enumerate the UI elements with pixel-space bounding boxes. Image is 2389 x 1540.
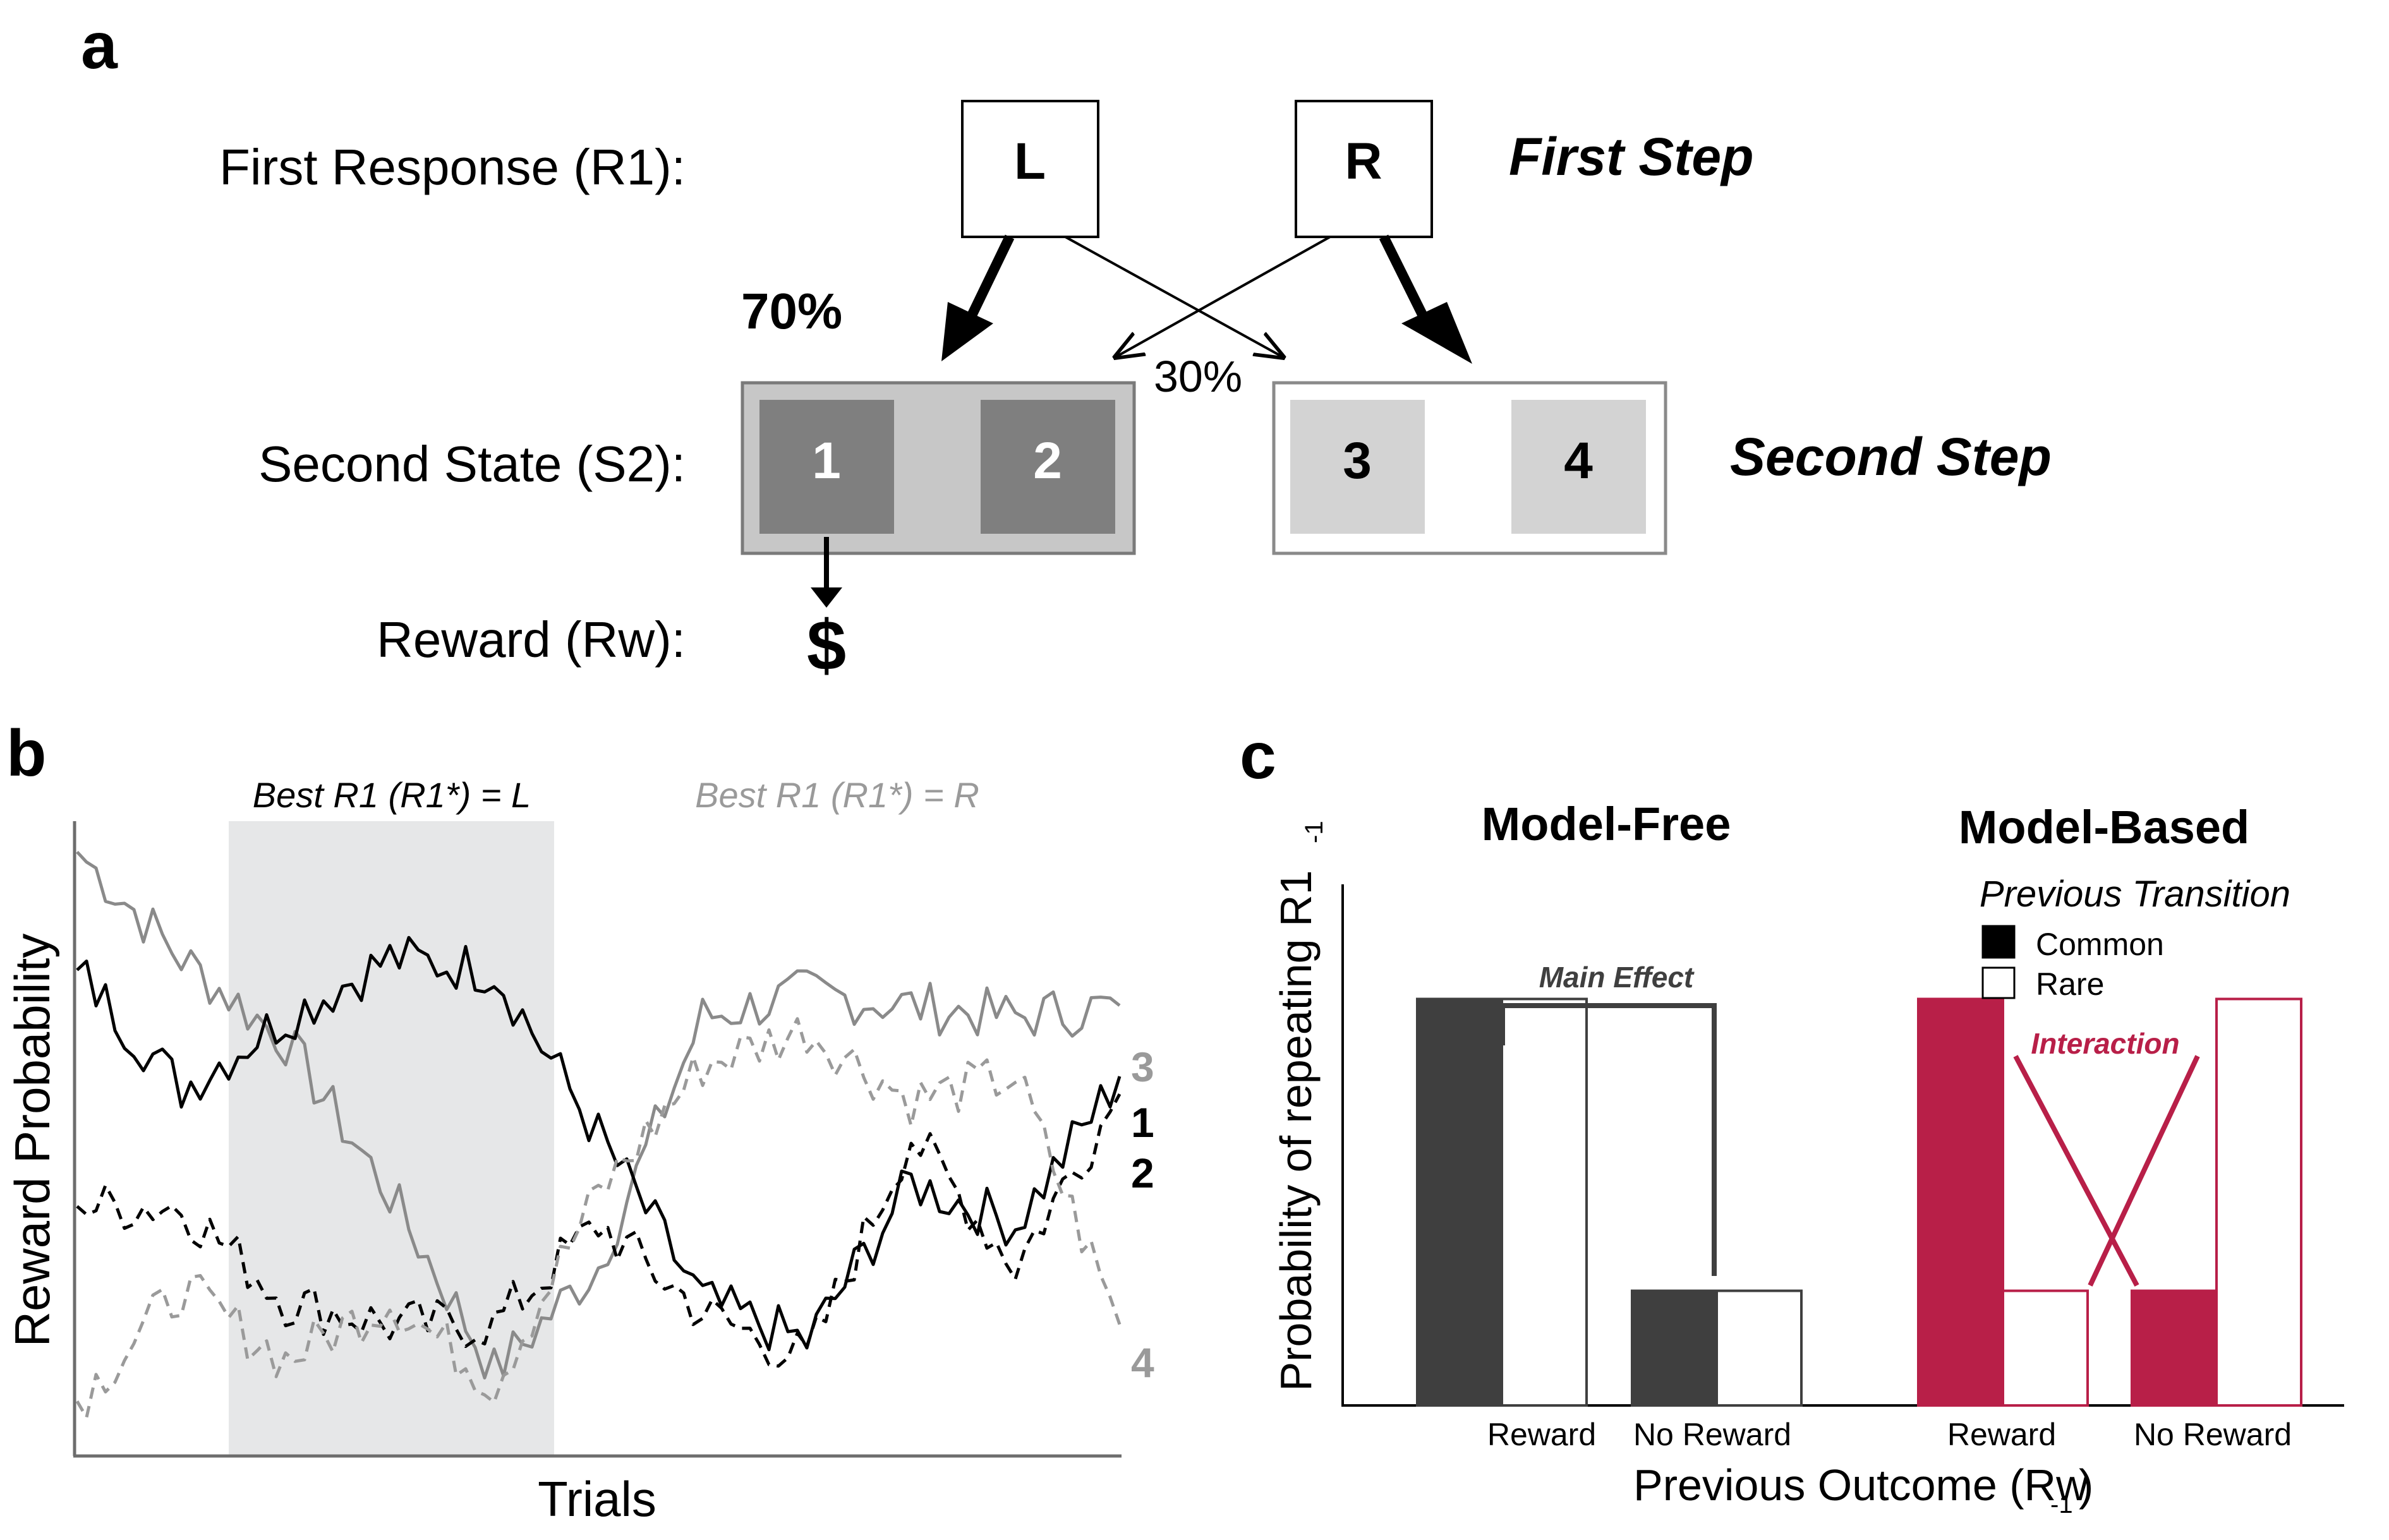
panel-c-y-axis-label: Probability of repeating R1 -1	[1271, 821, 1328, 1391]
first-response-label-left: L	[1014, 133, 1046, 190]
reward-probability-line-1	[76, 935, 1122, 1352]
model-based-title: Model-Based	[1959, 801, 2250, 853]
line-label-3: 3	[1131, 1044, 1154, 1090]
legend-swatch-common	[1981, 925, 2016, 959]
second-state-box-3	[1290, 400, 1425, 534]
panel-c-x-axis-label-main: Previous Outcome (Rw	[1633, 1460, 2088, 1510]
line-label-1: 1	[1131, 1099, 1154, 1146]
bar-mb-reward-rare	[2002, 1289, 2089, 1407]
second-state-box-1	[759, 400, 894, 534]
tick-mb-reward: Reward	[1947, 1417, 2056, 1452]
line-label-4: 4	[1131, 1339, 1154, 1386]
bar-mb-no-reward-common	[2131, 1289, 2218, 1407]
panel-b: b Best R1 (R1*) = L Best R1 (R1*) = R Re…	[4, 717, 1154, 1527]
common-arrow-right-head	[1401, 302, 1472, 364]
bar-mf-no-reward-common	[1631, 1289, 1718, 1407]
panel-b-x-axis-label: Trials	[538, 1471, 656, 1527]
tick-mb-no-reward: No Reward	[2134, 1417, 2292, 1452]
first-response-label-right: R	[1345, 133, 1382, 190]
tick-mf-no-reward: No Reward	[1633, 1417, 1791, 1452]
rare-arrow-left-to-right	[1065, 236, 1283, 357]
common-arrow-left-head	[941, 302, 993, 361]
first-response-box-right	[1295, 100, 1433, 238]
second-state-box-2	[981, 400, 1115, 534]
reward-arrow-head	[811, 587, 842, 608]
bar-mb-reward-common	[1917, 997, 2004, 1407]
panel-c-x-axis-label-close: )	[2079, 1460, 2093, 1510]
bar-mb-no-reward-rare	[2215, 997, 2302, 1407]
best-left-shaded-region	[229, 821, 554, 1456]
interaction-line-down	[2013, 1055, 2139, 1287]
second-state-box-4	[1511, 400, 1646, 534]
bar-mf-no-reward-rare	[1715, 1289, 1803, 1407]
main-effect-label: Main Effect	[1539, 961, 1695, 994]
common-arrow-left-shaft	[960, 234, 1015, 331]
legend-title: Previous Transition	[1980, 874, 2290, 915]
model-free-title: Model-Free	[1482, 798, 1731, 850]
second-state-label-3: 3	[1343, 432, 1372, 490]
panel-a: a First Response (R1): Second State (S2)…	[81, 9, 2052, 685]
row-label-reward: Reward (Rw):	[377, 611, 686, 668]
line-label-2: 2	[1131, 1150, 1154, 1196]
panel-c-x-axis-label-sub: -1	[2050, 1491, 2073, 1519]
legend-swatch-rare	[1981, 966, 2016, 999]
reward-probability-line-4	[75, 1017, 1122, 1419]
panel-c-x-axis-label: Previous Outcome (Rw -1 )	[1633, 1460, 2093, 1519]
bar-mf-reward-rare	[1501, 997, 1588, 1407]
panel-c-label: c	[1240, 719, 1276, 793]
first-step-title: First Step	[1509, 127, 1753, 186]
interaction-line-up	[2088, 1055, 2200, 1287]
rare-arrow-right-to-left	[1116, 236, 1331, 357]
panel-c-y-axis-label-sub: -1	[1300, 821, 1328, 843]
second-step-title: Second Step	[1730, 427, 2052, 486]
reward-dollar-icon: $	[807, 606, 846, 685]
best-right-label: Best R1 (R1*) = R	[695, 775, 979, 815]
legend-label-rare: Rare	[2036, 966, 2104, 1002]
panel-b-lines	[75, 850, 1122, 1419]
second-state-label-1: 1	[812, 432, 841, 490]
reward-probability-line-3	[76, 850, 1121, 1380]
best-left-label: Best R1 (R1*) = L	[253, 775, 531, 815]
second-state-label-2: 2	[1033, 432, 1062, 490]
interaction-label: Interaction	[2031, 1027, 2179, 1060]
common-transition-percent: 70%	[741, 283, 842, 339]
legend-label-common: Common	[2036, 927, 2164, 962]
panel-c: c Model-Free Model-Based Probability of …	[1240, 719, 2344, 1519]
rare-transition-percent: 30%	[1154, 352, 1242, 401]
panel-a-label: a	[81, 9, 118, 83]
first-response-box-left	[961, 100, 1099, 238]
bar-mf-reward-common	[1416, 997, 1503, 1407]
second-state-label-4: 4	[1564, 432, 1593, 490]
reward-probability-line-2	[76, 1093, 1122, 1368]
row-label-second-state: Second State (S2):	[258, 436, 686, 492]
row-label-first-response: First Response (R1):	[219, 139, 686, 195]
panel-c-bars	[1416, 997, 2302, 1407]
panel-b-y-axis-label: Reward Probability	[4, 934, 60, 1347]
common-arrow-right-shaft	[1379, 234, 1434, 331]
panel-c-y-axis-label-main: Probability of repeating R1	[1271, 870, 1321, 1392]
panel-b-label: b	[6, 717, 47, 790]
main-effect-bracket	[1500, 1003, 1717, 1276]
tick-mf-reward: Reward	[1487, 1417, 1596, 1452]
